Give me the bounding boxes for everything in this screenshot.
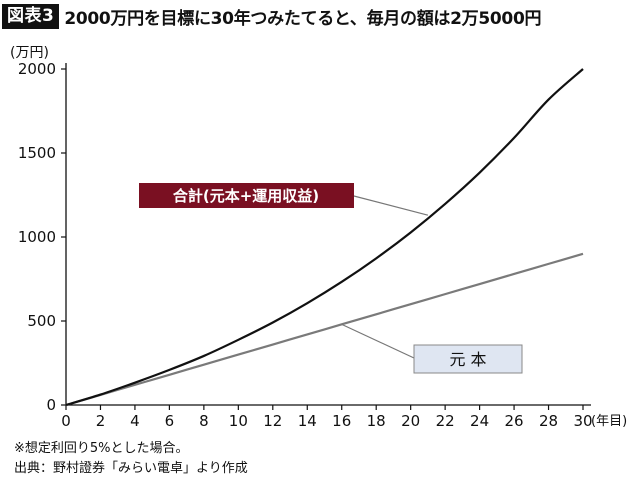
y-tick-label: 500: [27, 312, 56, 330]
x-axis-label: (年目): [591, 414, 627, 429]
x-tick-label: 12: [263, 412, 282, 430]
x-tick-label: 16: [332, 412, 351, 430]
series-line-principal: [65, 252, 584, 407]
y-tick-label: 1500: [18, 144, 56, 162]
x-tick-label: 4: [130, 412, 140, 430]
x-tick-label: 2: [96, 412, 106, 430]
series-label-box-principal: [413, 344, 523, 374]
x-tick-label: 30: [573, 412, 592, 430]
chart-title: 2000万円を目標に30年つみたてると、毎月の額は2万5000円: [64, 8, 542, 29]
x-tick-label: 0: [61, 412, 71, 430]
series-label-total: 合計(元本+運用収益): [172, 187, 319, 205]
figure-label: 図表3: [2, 3, 60, 29]
x-tick-label: 10: [229, 412, 248, 430]
title-bar: 図表3 2000万円を目標に30年つみたてると、毎月の額は2万5000円: [2, 3, 541, 29]
footnote-assumption: ※想定利回り5%とした場合。: [14, 441, 189, 456]
callout-leader-total: [349, 194, 429, 216]
series-line-total: [65, 68, 584, 407]
x-tick-label: 24: [470, 412, 489, 430]
y-tick-label: 0: [46, 396, 56, 414]
x-tick-label: 14: [298, 412, 317, 430]
series-label-box-total: [139, 183, 354, 208]
footnote-source: 出典：野村證券「みらい電卓」より作成: [14, 461, 248, 476]
y-axis-label: (万円): [10, 45, 49, 61]
x-tick-label: 28: [539, 412, 558, 430]
y-tick-label: 1000: [18, 228, 56, 246]
x-tick-label: 26: [505, 412, 524, 430]
x-tick-label: 20: [401, 412, 420, 430]
x-tick-label: 8: [199, 412, 209, 430]
x-tick-label: 22: [436, 412, 455, 430]
callout-leader-principal: [341, 323, 415, 359]
series-label-principal: 元 本: [449, 350, 486, 369]
y-tick-label: 2000: [18, 60, 56, 78]
x-tick-label: 6: [165, 412, 175, 430]
x-tick-label: 18: [367, 412, 386, 430]
